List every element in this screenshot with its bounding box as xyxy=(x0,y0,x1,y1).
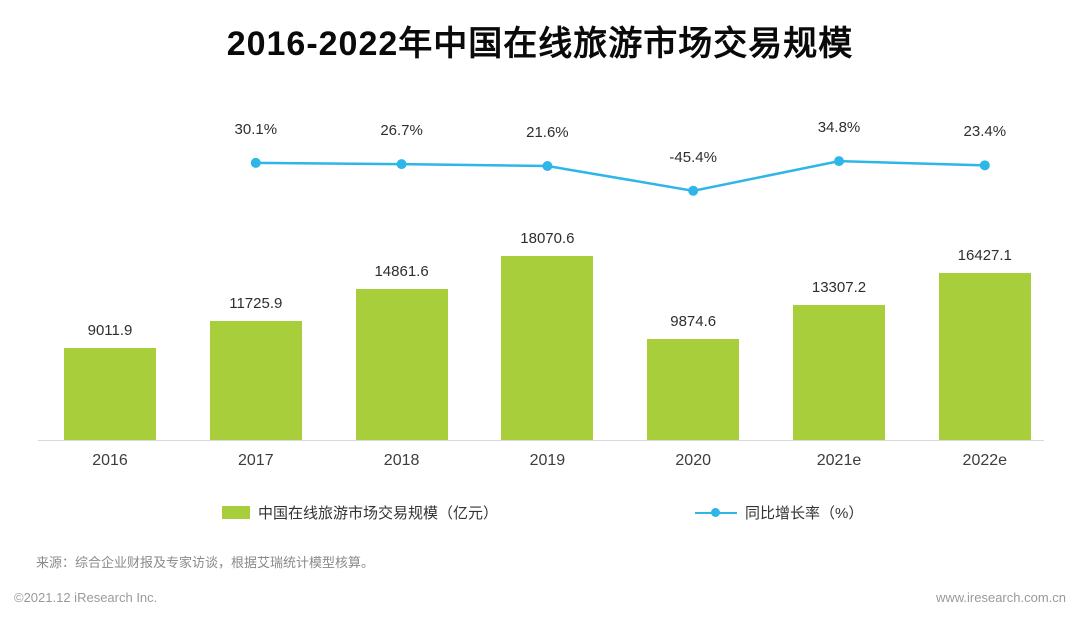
growth-point xyxy=(834,156,844,167)
legend-item-bar: 中国在线旅游市场交易规模（亿元） xyxy=(222,502,498,523)
bar-value-label: 16427.1 xyxy=(957,247,1012,264)
bar-legend-swatch xyxy=(222,506,250,519)
growth-point xyxy=(688,185,699,196)
x-axis-label: 2016 xyxy=(92,452,128,469)
growth-point xyxy=(979,160,990,171)
bar-value-label: 11725.9 xyxy=(229,295,283,312)
bar-legend-label: 中国在线旅游市场交易规模（亿元） xyxy=(258,505,499,522)
bar-value-label: 9011.9 xyxy=(87,322,133,339)
bar-value-label: 14861.6 xyxy=(374,263,429,280)
x-axis-label: 2017 xyxy=(238,452,274,469)
x-axis-label: 2021e xyxy=(816,452,862,469)
growth-rate-label: -45.4% xyxy=(669,148,717,166)
line-legend-dot xyxy=(711,508,720,517)
x-axis-label: 2019 xyxy=(529,452,566,469)
bar xyxy=(938,273,1031,440)
line-legend-marker xyxy=(695,506,737,519)
growth-rate-label: 34.8% xyxy=(817,119,861,137)
footer-website: www.iresearch.com.cn xyxy=(935,590,1066,605)
x-axis-label: 2022e xyxy=(962,452,1008,469)
bar xyxy=(647,339,740,440)
chart-title: 2016-2022年中国在线旅游市场交易规模 xyxy=(226,25,854,63)
legend-item-line: 同比增长率（%） xyxy=(695,502,863,523)
growth-point xyxy=(396,159,407,170)
bar-value-label: 13307.2 xyxy=(811,279,867,296)
growth-rate-label: 21.6% xyxy=(526,124,569,141)
line-legend-label: 同比增长率（%） xyxy=(745,505,864,522)
bar-value-label: 9874.6 xyxy=(670,313,717,330)
bar xyxy=(355,289,448,440)
growth-point xyxy=(542,161,553,172)
growth-line xyxy=(255,159,985,193)
bar xyxy=(793,305,885,440)
x-axis-label: 2020 xyxy=(675,452,711,469)
growth-rate-label: 30.1% xyxy=(234,120,278,138)
x-axis-line xyxy=(38,440,1044,441)
growth-rate-label: 26.7% xyxy=(380,122,423,140)
bar xyxy=(209,321,302,440)
bar xyxy=(501,256,594,440)
growth-rate-label: 23.4% xyxy=(963,123,1007,141)
footer-copyright: ©2021.12 iResearch Inc. xyxy=(14,590,158,605)
bar-value-label: 18070.6 xyxy=(520,230,575,247)
source-note: 来源：综合企业财报及专家访谈，根据艾瑞统计模型核算。 xyxy=(36,555,375,570)
bar xyxy=(64,348,156,440)
x-axis-label: 2018 xyxy=(383,452,420,469)
growth-point xyxy=(250,157,261,168)
